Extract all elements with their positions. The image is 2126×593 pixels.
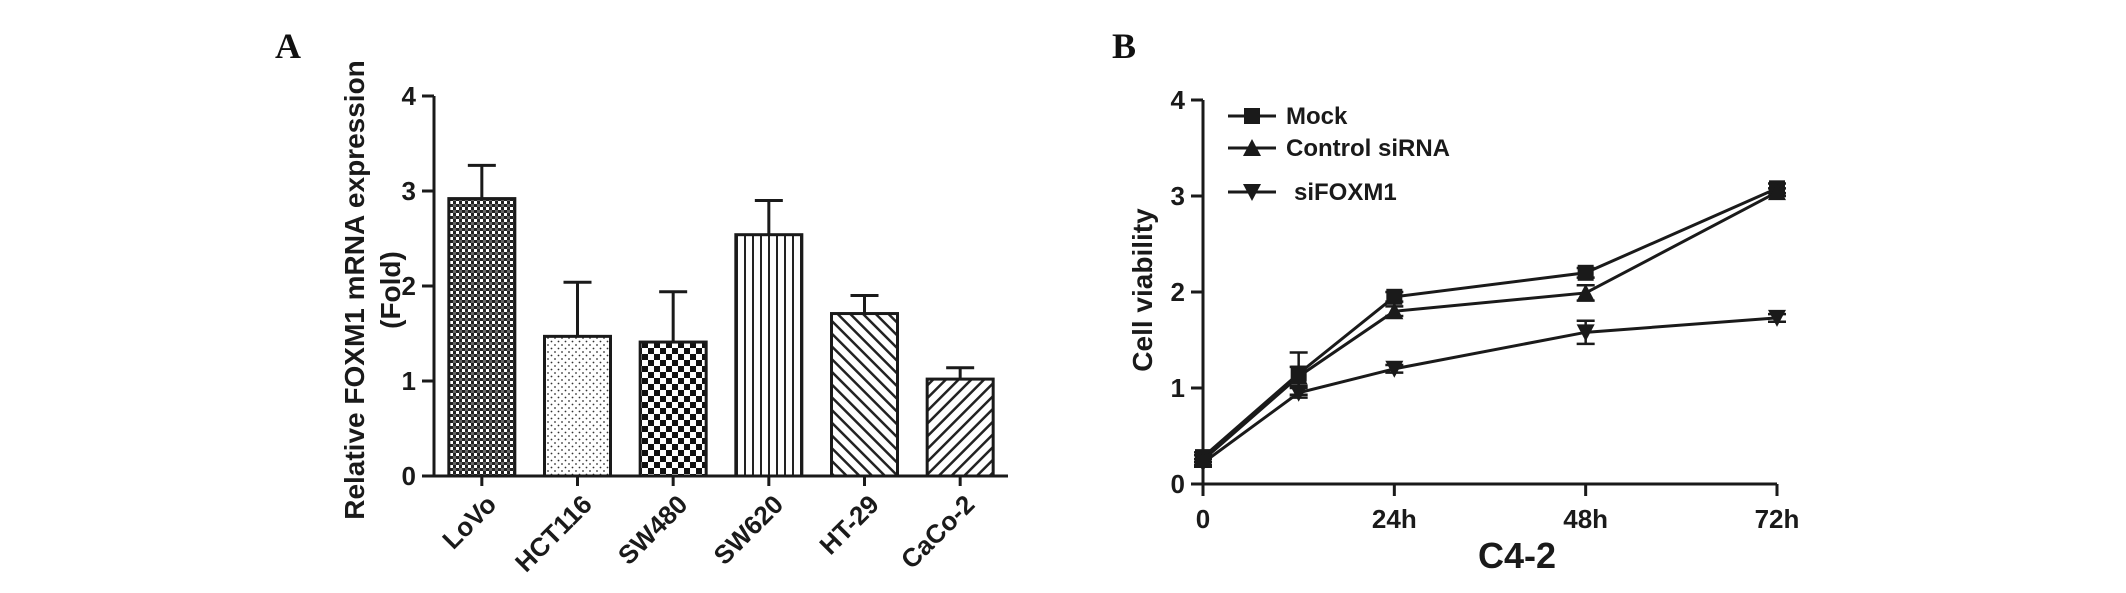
panel-b-y-tick-label: 0 xyxy=(1171,469,1185,499)
panel-b-data-point xyxy=(1576,283,1595,301)
panel-b-legend-marker xyxy=(1243,139,1261,156)
panel-a-bar xyxy=(734,233,804,478)
panel-b-legend-marker xyxy=(1243,184,1261,201)
panel-b-data-point xyxy=(1576,324,1595,342)
panel-b-series xyxy=(1194,180,1786,472)
panel-b-x-tick-label: 24h xyxy=(1372,504,1417,534)
panel-b-letter: B xyxy=(1112,26,1136,66)
panel-b-series-line xyxy=(1202,186,1778,459)
panel-b-data-point xyxy=(1289,384,1308,402)
panel-b-x-tick-label: 0 xyxy=(1196,504,1210,534)
panel-b-series-line xyxy=(1202,316,1778,465)
panel-a-bar xyxy=(543,334,612,478)
panel-b-y-tick-label: 2 xyxy=(1171,277,1185,307)
panel-a-ylabel-line1: Relative FOXM1 mRNA expression xyxy=(339,60,370,520)
panel-a-y-tick-label: 3 xyxy=(402,176,416,206)
panel-a-x-tick-label: CaCo-2 xyxy=(895,489,981,575)
panel-b-data-point xyxy=(1385,302,1404,320)
panel-b-data-point xyxy=(1768,309,1786,327)
panel-b-x-tick-label: 48h xyxy=(1563,504,1608,534)
panel-b-xlabel: C4-2 xyxy=(1478,535,1556,576)
panel-a-y-tick-label: 4 xyxy=(402,81,417,111)
panel-b-series-line xyxy=(1202,190,1778,462)
panel-a: A Relative FOXM1 mRNA expression (Fold) … xyxy=(275,26,1008,578)
panel-b-legend-label: Control siRNA xyxy=(1286,135,1450,162)
panel-b-data-point xyxy=(1385,360,1404,378)
panel-a-y-tick-label: 0 xyxy=(402,461,416,491)
panel-a-y-tick-label: 2 xyxy=(402,271,416,301)
panel-b-legend: Mock Control siRNA siFOXM1 xyxy=(1228,103,1450,206)
panel-b-legend-label: Mock xyxy=(1286,103,1348,130)
panel-b-data-point xyxy=(1768,183,1786,201)
panel-a-ylabel-line2: (Fold) xyxy=(375,251,406,329)
panel-b: B Cell viability C4-2 0 1 2 3 4 0 24h 48h 72h Mo… xyxy=(1112,26,1799,576)
panel-b-legend-marker xyxy=(1244,108,1260,124)
panel-b-x-tick-label: 72h xyxy=(1755,504,1800,534)
panel-a-bar xyxy=(638,340,708,478)
panel-a-y-tick-label: 1 xyxy=(402,366,416,396)
panel-a-bars xyxy=(447,163,995,478)
panel-b-data-point xyxy=(1289,367,1308,385)
panel-a-x-tick-label: SW480 xyxy=(612,489,694,571)
panel-a-x-tick-label: LoVo xyxy=(436,489,502,555)
panel-b-data-point xyxy=(1577,264,1594,281)
panel-b-y-tick-label: 1 xyxy=(1171,373,1185,403)
panel-a-letter: A xyxy=(275,26,301,66)
panel-b-y-tick-label: 4 xyxy=(1171,85,1186,115)
panel-b-data-point xyxy=(1386,288,1403,305)
panel-a-bar xyxy=(830,312,899,478)
panel-a-bar xyxy=(447,197,517,478)
panel-a-x-tick-label: HT-29 xyxy=(813,489,884,560)
panel-a-x-tick-label: HCT116 xyxy=(509,489,598,578)
panel-b-y-tick-label: 3 xyxy=(1171,181,1185,211)
panel-b-axes: 0 1 2 3 4 0 24h 48h 72h xyxy=(1171,85,1800,534)
panel-b-legend-label: siFOXM1 xyxy=(1294,179,1397,206)
panel-a-bar xyxy=(925,377,995,478)
panel-a-x-tick-label: SW620 xyxy=(708,489,790,571)
panel-b-data-point xyxy=(1194,454,1212,472)
panel-b-ylabel: Cell viability xyxy=(1127,208,1158,372)
